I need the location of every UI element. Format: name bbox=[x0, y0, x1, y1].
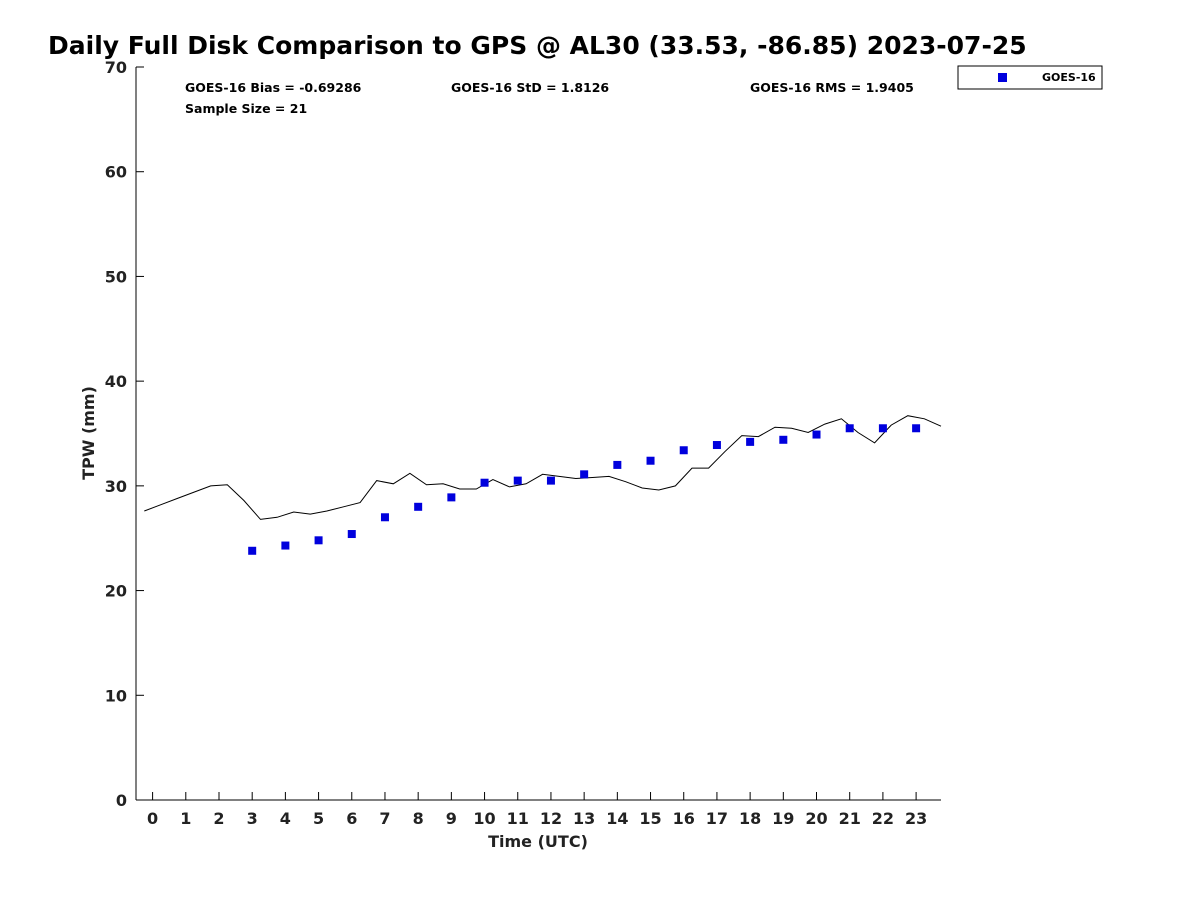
goes16-point bbox=[281, 541, 290, 550]
goes16-scatter-series bbox=[248, 424, 921, 555]
goes16-point bbox=[845, 424, 854, 433]
goes16-point bbox=[580, 470, 589, 479]
x-tick-label: 4 bbox=[280, 809, 291, 828]
goes16-point bbox=[380, 513, 389, 522]
goes16-point bbox=[812, 430, 821, 439]
goes16-point bbox=[447, 493, 456, 502]
x-tick-label: 19 bbox=[772, 809, 794, 828]
x-tick-label: 11 bbox=[507, 809, 529, 828]
y-tick-label: 10 bbox=[105, 686, 127, 705]
y-tick-label: 20 bbox=[105, 582, 127, 601]
x-tick-label: 13 bbox=[573, 809, 595, 828]
x-tick-label: 12 bbox=[540, 809, 562, 828]
goes16-point bbox=[746, 437, 755, 446]
x-tick-label: 22 bbox=[872, 809, 894, 828]
y-tick-label: 50 bbox=[105, 267, 127, 286]
x-tick-label: 3 bbox=[247, 809, 258, 828]
x-tick-label: 17 bbox=[706, 809, 728, 828]
goes16-point bbox=[679, 446, 688, 455]
x-tick-label: 7 bbox=[379, 809, 390, 828]
goes16-point bbox=[314, 536, 323, 545]
x-tick-label: 21 bbox=[839, 809, 861, 828]
legend-marker-goes16 bbox=[998, 73, 1007, 82]
goes16-point bbox=[248, 546, 257, 555]
y-axis-label: TPW (mm) bbox=[79, 386, 98, 480]
y-tick-label: 40 bbox=[105, 372, 127, 391]
goes16-point bbox=[513, 476, 522, 485]
x-tick-label: 5 bbox=[313, 809, 324, 828]
x-tick-label: 9 bbox=[446, 809, 457, 828]
x-tick-label: 0 bbox=[147, 809, 158, 828]
stat-rms: GOES-16 RMS = 1.9405 bbox=[750, 80, 914, 95]
stat-sample-size: Sample Size = 21 bbox=[185, 101, 307, 116]
x-tick-label: 20 bbox=[805, 809, 827, 828]
x-tick-label: 10 bbox=[473, 809, 495, 828]
x-tick-label: 2 bbox=[213, 809, 224, 828]
goes16-point bbox=[414, 502, 423, 511]
stat-bias: GOES-16 Bias = -0.69286 bbox=[185, 80, 362, 95]
x-axis-label: Time (UTC) bbox=[488, 832, 588, 851]
x-tick-label: 18 bbox=[739, 809, 761, 828]
y-tick-label: 70 bbox=[105, 58, 127, 77]
gps-line bbox=[144, 415, 942, 520]
x-tick-label: 8 bbox=[413, 809, 424, 828]
x-tick-label: 15 bbox=[639, 809, 661, 828]
gps-line-series bbox=[144, 415, 942, 520]
goes16-point bbox=[480, 478, 489, 487]
legend: GOES-16 bbox=[957, 65, 1103, 90]
y-tick-label: 30 bbox=[105, 477, 127, 496]
legend-label-goes16: GOES-16 bbox=[1042, 71, 1096, 84]
x-tick-label: 6 bbox=[346, 809, 357, 828]
chart-title: Daily Full Disk Comparison to GPS @ AL30… bbox=[48, 31, 1027, 60]
legend-box bbox=[957, 65, 1103, 90]
stat-std: GOES-16 StD = 1.8126 bbox=[451, 80, 609, 95]
x-tick-label: 23 bbox=[905, 809, 927, 828]
goes16-point bbox=[878, 424, 887, 433]
goes16-point bbox=[912, 424, 921, 433]
y-tick-label: 60 bbox=[105, 163, 127, 182]
goes16-point bbox=[712, 441, 721, 450]
x-tick-label: 16 bbox=[673, 809, 695, 828]
goes16-point bbox=[779, 435, 788, 444]
goes16-point bbox=[546, 476, 555, 485]
x-tick-label: 1 bbox=[180, 809, 191, 828]
y-tick-label: 0 bbox=[116, 791, 127, 810]
goes16-point bbox=[613, 460, 622, 469]
goes16-point bbox=[646, 456, 655, 465]
x-tick-label: 14 bbox=[606, 809, 628, 828]
goes16-point bbox=[347, 530, 356, 539]
